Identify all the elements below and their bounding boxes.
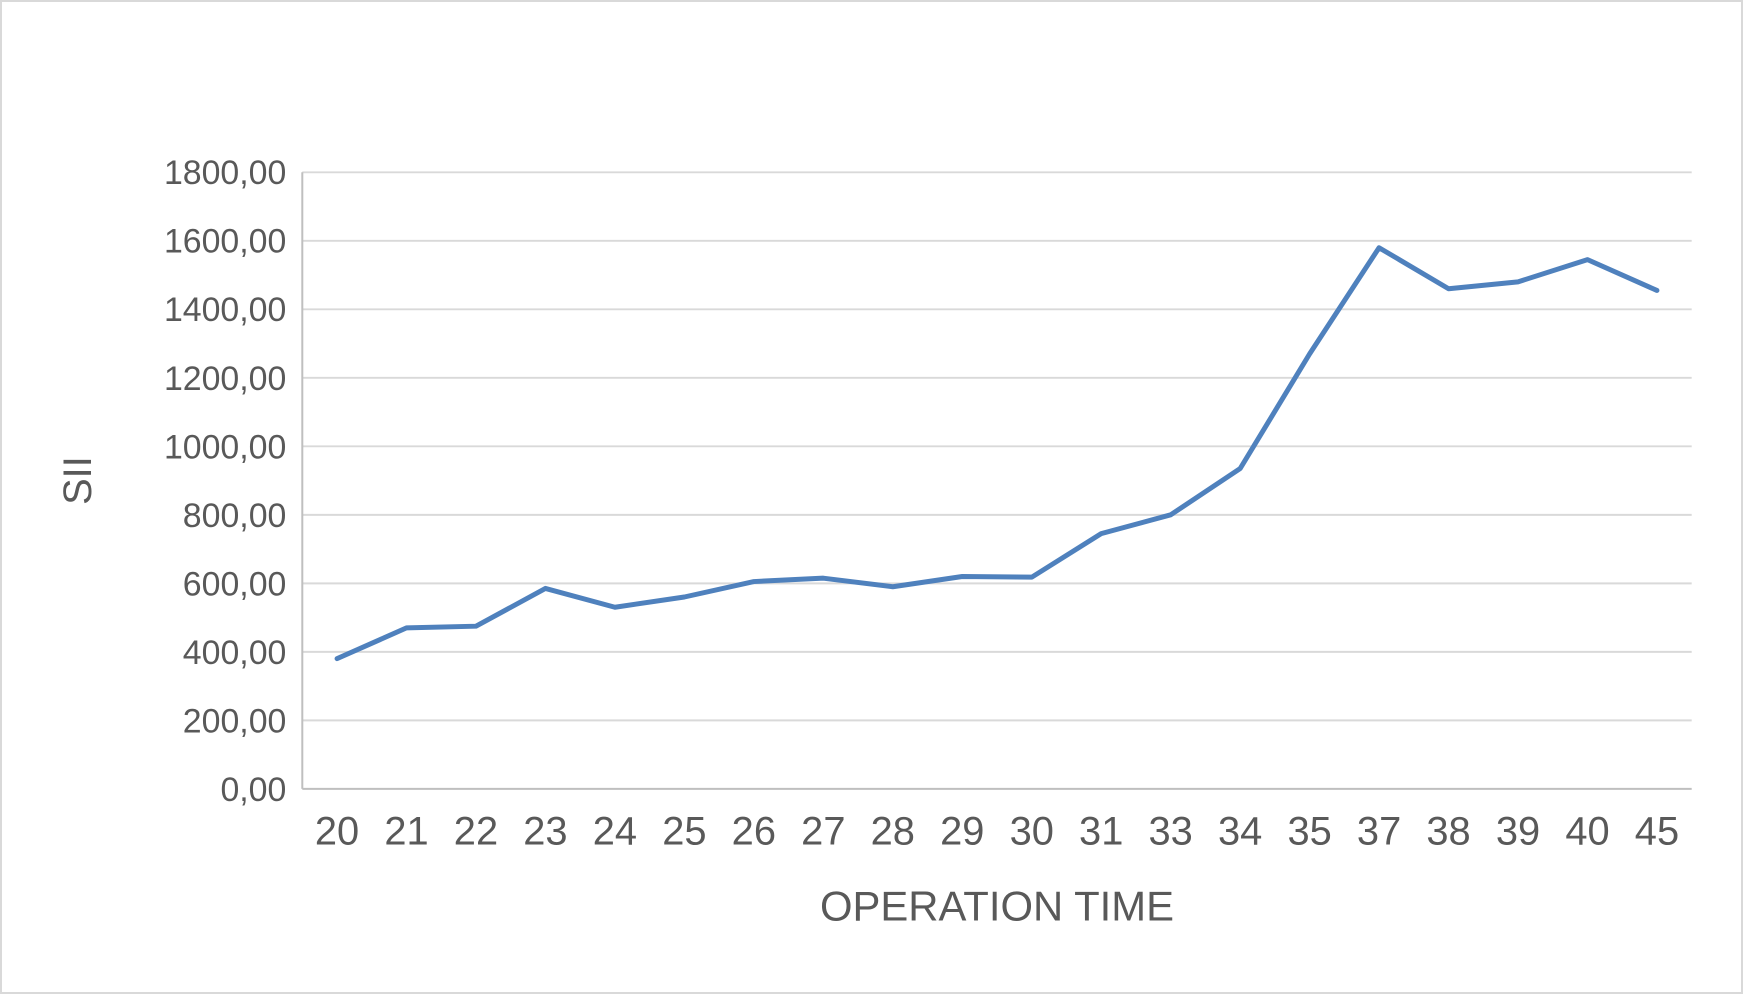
x-tick-label: 39 [1496,810,1540,854]
y-tick-label: 800,00 [183,497,287,535]
x-axis-title: OPERATION TIME [820,882,1174,929]
y-axis-tick-labels: 0,00 200,00 400,00 600,00 800,00 1000,00 1200,… [164,154,286,809]
x-tick-label: 40 [1565,810,1609,854]
gridlines [302,171,1692,722]
x-tick-label: 35 [1287,810,1331,854]
y-tick-label: 1800,00 [164,154,286,192]
x-tick-label: 25 [662,810,706,854]
x-tick-label: 27 [801,810,845,854]
x-tick-label: 24 [593,810,637,854]
y-tick-label: 1400,00 [164,291,286,329]
x-tick-label: 29 [940,810,984,854]
y-tick-label: 1000,00 [164,428,286,466]
x-tick-label: 45 [1635,810,1679,854]
series-line [334,245,1660,662]
y-tick-label: 400,00 [183,634,287,672]
x-tick-label: 26 [732,810,776,854]
x-tick-label: 33 [1149,810,1193,854]
x-tick-label: 30 [1010,810,1054,854]
y-tick-label: 1600,00 [164,223,286,261]
x-axis-tick-labels: 20 21 22 23 24 25 26 27 28 29 30 31 33 34 35 37 38 39 40 45 [315,810,1679,854]
y-tick-label: 1200,00 [164,360,286,398]
x-tick-label: 23 [523,810,567,854]
y-axis-title: SII [56,456,100,505]
y-tick-label: 0,00 [220,771,286,809]
x-tick-label: 21 [384,810,428,854]
x-tick-label: 38 [1426,810,1470,854]
y-tick-label: 600,00 [183,565,287,603]
x-tick-label: 34 [1218,810,1262,854]
axes [301,172,1692,790]
x-tick-label: 20 [315,810,359,854]
x-tick-label: 28 [871,810,915,854]
x-tick-label: 31 [1079,810,1123,854]
x-tick-label: 37 [1357,810,1401,854]
x-tick-label: 22 [454,810,498,854]
y-tick-label: 200,00 [183,702,287,740]
